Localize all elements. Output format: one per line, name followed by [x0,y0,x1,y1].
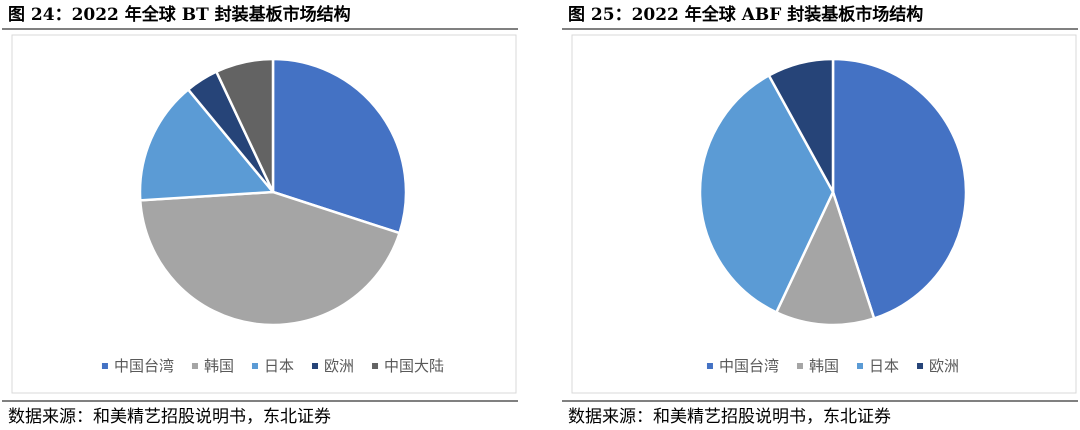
pie-slice [698,73,835,315]
legend-marker [312,363,319,369]
pie-slice [214,57,275,193]
pie-slice [138,190,402,327]
source-note: 数据来源：和美精艺招股说明书，东北证券 [568,407,891,427]
legend-marker [857,363,863,369]
pie-slice [138,87,276,202]
legend-marker [706,363,713,369]
plot-frame [11,34,517,394]
chart-panel: 图 24：2022 年全球 BT 封装基板市场结构数据来源：和美精艺招股说明书，… [2,4,518,427]
pie-slice [767,57,835,193]
legend: 中国台湾 韩国 日本 欧洲 中国大陆 [101,357,444,375]
legend-label: 日本 [869,357,899,375]
legend-marker [251,363,258,369]
legend-label: 中国台湾 [719,357,779,375]
legend-label: 欧洲 [929,357,959,375]
legend-label: 日本 [264,357,294,375]
chart-title: 图 24：2022 年全球 BT 封装基板市场结构 [8,4,351,25]
legend-label: 韩国 [809,357,839,375]
pie-slice [271,57,408,235]
legend-label: 欧洲 [324,357,354,375]
legend-marker [191,363,198,369]
plot-frame [571,34,1077,394]
chart-panel: 图 25：2022 年全球 ABF 封装基板市场结构数据来源：和美精艺招股说明书… [562,4,1078,427]
legend-marker [796,363,803,369]
legend-label: 韩国 [204,357,234,375]
pie-slice [774,188,876,327]
legend-label: 中国台湾 [114,357,174,375]
legend-label: 中国大陆 [384,357,444,375]
legend-marker [372,363,379,369]
legend-marker [101,363,108,369]
pie-slice [831,57,968,321]
legend-marker [917,363,924,369]
legend: 中国台湾 韩国 日本 欧洲 [706,357,959,375]
source-note: 数据来源：和美精艺招股说明书，东北证券 [8,407,331,427]
chart-title: 图 25：2022 年全球 ABF 封装基板市场结构 [568,4,923,25]
